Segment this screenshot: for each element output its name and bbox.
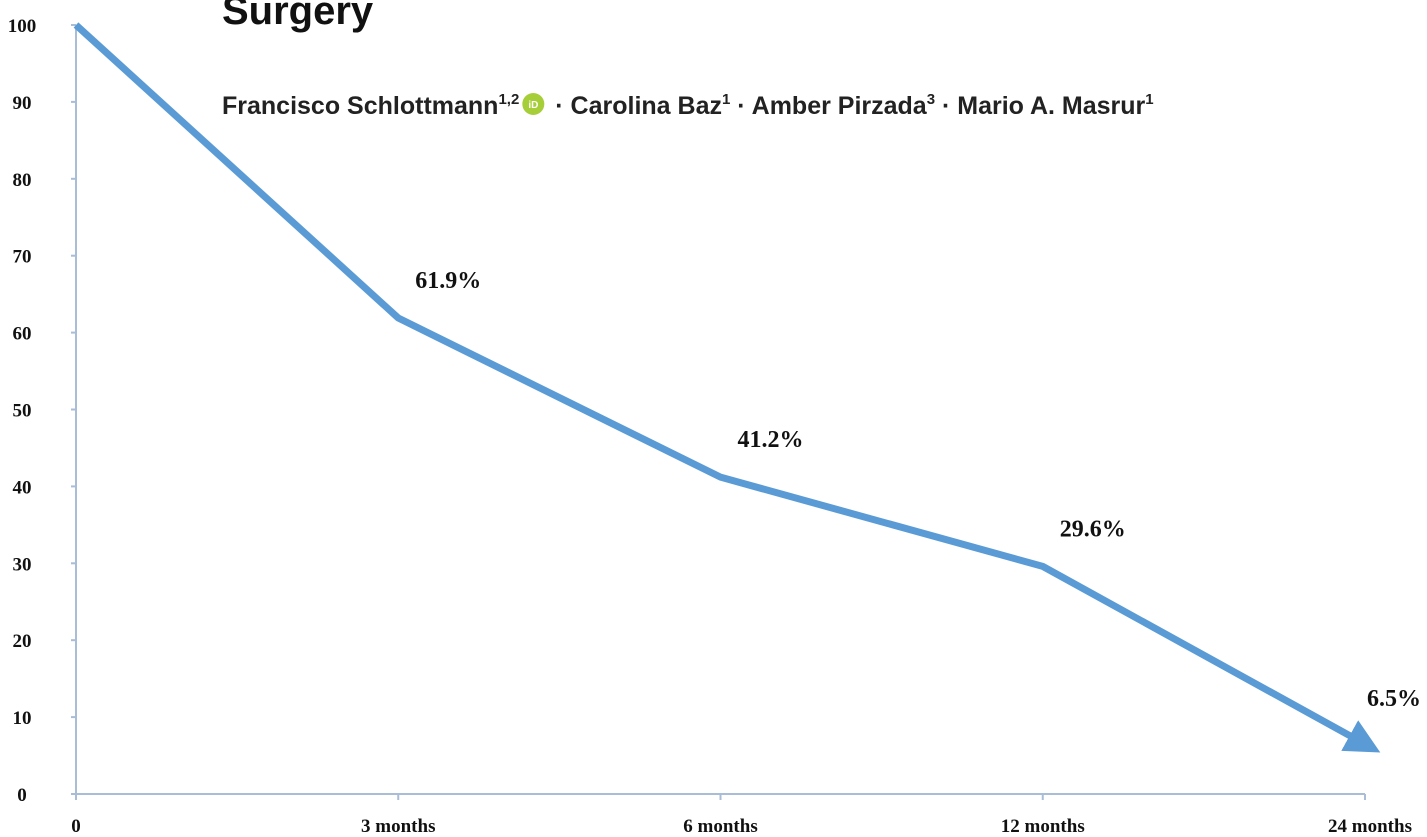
y-tick-label: 60: [13, 324, 32, 345]
author-name: Mario A. Masrur: [957, 92, 1145, 120]
y-tick-label: 100: [8, 16, 37, 37]
x-tick-label: 6 months: [683, 816, 757, 837]
separator: ·: [555, 92, 563, 120]
y-tick-label: 90: [13, 93, 32, 114]
spacer: [935, 92, 942, 120]
data-label: 61.9%: [415, 268, 481, 294]
author-name: Carolina Baz: [571, 92, 722, 120]
author-name: Francisco Schlottmann: [222, 92, 498, 120]
y-tick-label: 70: [13, 247, 32, 268]
orcid-icon: [522, 93, 545, 115]
y-tick-label: 10: [13, 708, 32, 729]
affiliation: 3: [927, 91, 935, 108]
x-tick-label: 3 months: [361, 816, 435, 837]
author-line: Francisco Schlottmann1,2 · Carolina Baz1…: [222, 91, 1154, 120]
author-name: Amber Pirzada: [752, 92, 928, 120]
separator: ·: [737, 92, 745, 120]
orcid-icon-text: iD: [528, 100, 538, 111]
y-tick-label: 80: [13, 170, 32, 191]
spacer: [730, 92, 737, 120]
x-tick-label: 24 months: [1328, 816, 1412, 837]
separator: ·: [942, 92, 950, 120]
data-line: [73, 22, 1381, 753]
y-tick-label: 50: [13, 401, 32, 422]
y-tick-label: 30: [13, 554, 32, 575]
y-tick-label: 40: [13, 477, 32, 498]
data-label: 6.5%: [1367, 686, 1421, 712]
affiliation: 1,2: [498, 91, 519, 108]
affiliation: 1: [1145, 91, 1153, 108]
y-tick-label: 0: [17, 785, 27, 806]
data-label: 29.6%: [1060, 516, 1126, 542]
data-label: 41.2%: [738, 427, 804, 453]
chart-title: Surgery: [222, 0, 374, 33]
y-tick-label: 20: [13, 631, 32, 652]
affiliation: 1: [722, 91, 730, 108]
x-tick-label: 12 months: [1001, 816, 1085, 837]
x-tick-label: 0: [71, 816, 81, 837]
